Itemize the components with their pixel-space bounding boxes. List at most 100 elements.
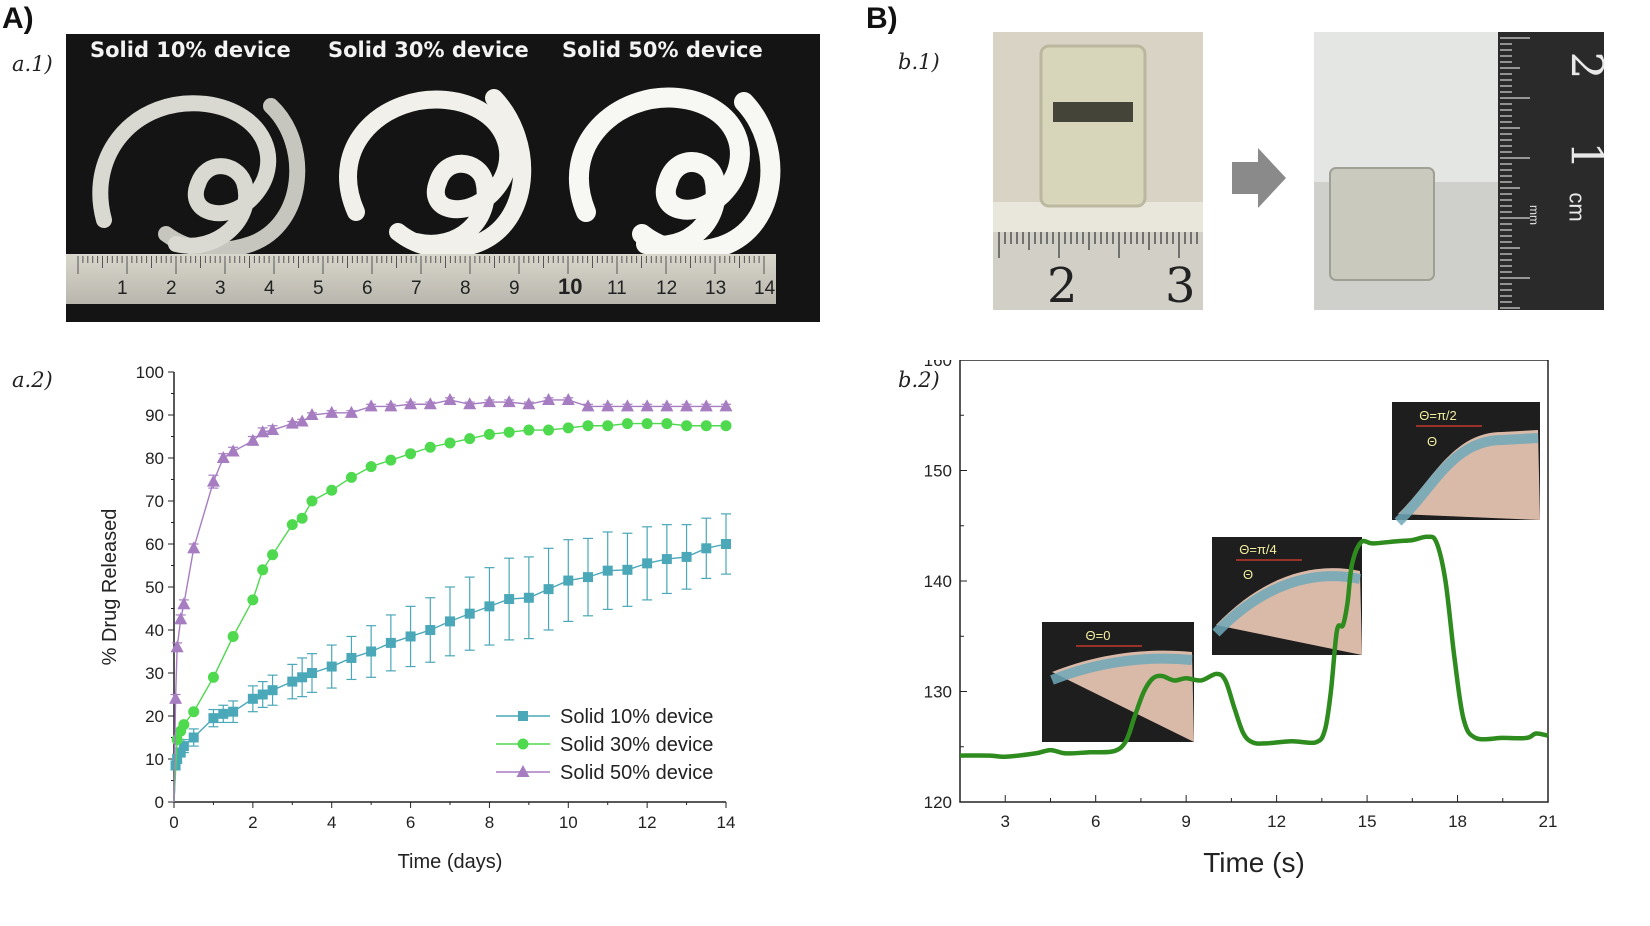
- y-tick-label: 10: [145, 750, 164, 769]
- legend-label: Solid 10% device: [560, 706, 713, 728]
- x-tick-label: 10: [559, 813, 578, 832]
- ruler-number: 1: [117, 278, 128, 299]
- legend-marker: [516, 765, 530, 777]
- data-point: [246, 433, 260, 446]
- photo-devices: Solid 10% device Solid 30% device Solid …: [66, 34, 820, 322]
- x-tick-label: 15: [1358, 812, 1377, 831]
- data-point: [582, 420, 594, 432]
- data-point: [620, 399, 634, 412]
- data-point: [602, 420, 614, 432]
- data-point: [297, 672, 308, 683]
- data-point: [583, 572, 593, 583]
- ruler-number: 14: [754, 278, 776, 299]
- data-point: [641, 418, 653, 430]
- inset-photo-1: Θ=0: [1042, 622, 1194, 742]
- data-point: [701, 543, 712, 554]
- photo-cube-compressed-drawing: [1314, 32, 1604, 310]
- series-1: [170, 513, 731, 803]
- data-point: [326, 484, 338, 496]
- data-point: [170, 640, 184, 653]
- photo-devices-drawing: [66, 87, 781, 304]
- device-title-50: Solid 50% device: [562, 38, 763, 62]
- device-title-30: Solid 30% device: [328, 38, 529, 62]
- ruler-b1-right-num-1: 1: [1560, 141, 1612, 170]
- data-point: [267, 685, 278, 696]
- x-axis-label: Time (s): [1203, 847, 1305, 878]
- x-tick-label: 12: [638, 813, 657, 832]
- data-point: [522, 397, 536, 410]
- data-point: [285, 416, 299, 429]
- data-point: [218, 708, 229, 719]
- inset-theta-label: Θ: [1427, 434, 1437, 449]
- data-point: [425, 625, 436, 635]
- y-tick-label: 130: [924, 683, 952, 702]
- data-point: [601, 399, 615, 412]
- photo-cube-top: 2 3: [993, 32, 1203, 314]
- data-point: [681, 420, 693, 432]
- data-point: [188, 732, 199, 743]
- ruler-number: 12: [656, 278, 678, 299]
- subpanel-a2-label: a.2): [12, 368, 53, 392]
- subpanel-b1-label: b.1): [898, 50, 940, 74]
- data-point: [700, 420, 712, 432]
- data-point: [174, 612, 188, 625]
- photo-cube-compressed: 2 1 cm mm: [1314, 32, 1612, 310]
- ruler-number: 6: [362, 278, 373, 299]
- inset-sensor: [1394, 433, 1539, 526]
- data-point: [178, 719, 190, 731]
- data-point: [563, 575, 574, 586]
- photo-cube-top-drawing: [993, 32, 1203, 310]
- data-point: [188, 706, 200, 718]
- data-point: [640, 399, 654, 412]
- ruler-b1-left-num-2: 2: [1047, 258, 1078, 314]
- y-tick-label: 0: [155, 793, 164, 812]
- data-point: [581, 399, 595, 412]
- subpanel-a1-label: a.1): [12, 52, 53, 76]
- data-point: [208, 713, 219, 724]
- data-point: [443, 392, 457, 405]
- legend-marker: [517, 738, 529, 750]
- data-point: [484, 601, 495, 612]
- data-point: [681, 551, 692, 562]
- inset-sensor: [1212, 571, 1362, 637]
- legend-label: Solid 30% device: [560, 734, 713, 756]
- data-point: [187, 541, 201, 554]
- chart-drug-release: 0 2 4 6 8 10 12 14 0 10 20 30 40 50 60 70 80 90 100 Time (d…: [99, 363, 735, 873]
- y-tick-label: 150: [924, 462, 952, 481]
- x-tick-label: 12: [1267, 812, 1286, 831]
- x-tick-label: 3: [1000, 812, 1009, 831]
- data-point: [247, 693, 258, 704]
- data-point: [483, 428, 495, 440]
- device-title-10: Solid 10% device: [90, 38, 291, 62]
- y-tick-label: 140: [924, 572, 952, 591]
- ruler-b1-unit: cm: [1564, 192, 1590, 222]
- data-point: [699, 399, 713, 412]
- data-point: [542, 392, 556, 405]
- inset-sensor: [1050, 653, 1193, 685]
- inset-photo-3: Θ=π/2 Θ: [1392, 402, 1540, 526]
- data-point: [227, 630, 239, 642]
- x-tick-label: 0: [169, 813, 178, 832]
- data-point: [307, 668, 317, 678]
- x-tick-label: 6: [1091, 812, 1100, 831]
- data-point: [326, 661, 337, 672]
- data-point: [346, 652, 357, 663]
- data-point: [385, 637, 396, 648]
- ruler-b1-right-num-2: 2: [1560, 51, 1612, 80]
- data-point: [266, 423, 280, 436]
- x-tick-label: 6: [406, 813, 415, 832]
- panel-a-label: A): [2, 2, 34, 35]
- data-point: [661, 554, 672, 565]
- data-point: [286, 519, 298, 531]
- subpanel-b2-label: b.2): [898, 368, 940, 392]
- data-point: [621, 418, 633, 430]
- data-point: [216, 451, 230, 463]
- ruler-number: 2: [166, 278, 177, 299]
- ruler-number: 7: [411, 278, 422, 299]
- data-point: [660, 399, 674, 412]
- y-tick-label: 100: [136, 363, 164, 382]
- data-point: [175, 747, 186, 758]
- data-point: [680, 399, 694, 412]
- y-tick-label: 40: [145, 621, 164, 640]
- resistance-series-line: [959, 534, 1549, 760]
